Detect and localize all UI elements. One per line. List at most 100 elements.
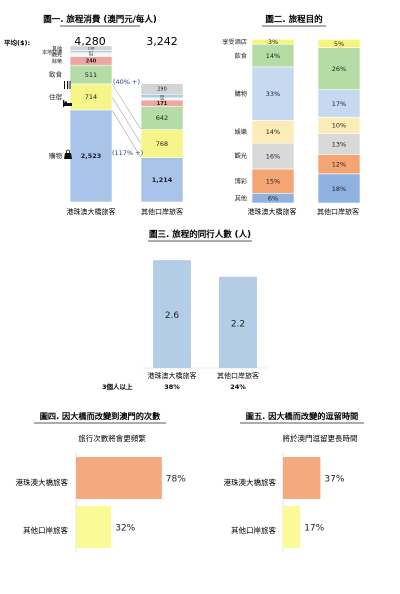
fig1-bar-6-1 bbox=[140, 83, 184, 95]
fig4-category-1: 其他口岸旅客 bbox=[23, 525, 68, 535]
fig1-bar-0-1 bbox=[140, 157, 184, 203]
fig5-bars: 37% 17% bbox=[282, 452, 345, 552]
fig3-row-label: 3個人以上 bbox=[102, 382, 133, 391]
fig4-subtitle: 旅行次數將會更頻繁 bbox=[78, 433, 146, 443]
fig2-bars: 6% 15% 16% 14% 33% 14% 3% 18% 12% 13% 10% 17% 26% 5% bbox=[251, 38, 361, 204]
fig2-bar-2-0 bbox=[251, 142, 295, 170]
fig1-bar-6-0 bbox=[69, 45, 113, 52]
fig2-bar-4-1 bbox=[317, 89, 361, 118]
fig5-value-0: 37% bbox=[324, 475, 344, 485]
fig1-series-label-0: 購物 bbox=[49, 151, 63, 160]
fig1-value-5-1: 99 bbox=[160, 94, 165, 98]
fig2-value-0-1: 18% bbox=[332, 185, 346, 193]
fig1-value-5-0: 57 bbox=[89, 50, 94, 54]
fig2-series-labels: 其他 博彩 觀光 娛樂 購物 飲食 享受酒店 bbox=[222, 38, 248, 202]
fig1-value-3-1: 171 bbox=[157, 101, 168, 107]
fig1-series-label-6: 其他 bbox=[52, 45, 62, 52]
fig1-series-label-5: 本地交通 bbox=[42, 49, 62, 56]
fig1-series-label-1: 住宿 bbox=[49, 92, 63, 101]
fig1-annotation-0: (40% +) bbox=[113, 78, 140, 86]
fig4-category-0: 港珠澳大橋旅客 bbox=[16, 477, 69, 487]
fig2-value-6-0: 3% bbox=[268, 38, 278, 46]
fig2-bar-5-1 bbox=[317, 47, 361, 90]
fig2-series-label-4: 購物 bbox=[235, 90, 247, 98]
fig5-category-1: 其他口岸旅客 bbox=[231, 525, 276, 535]
fig1-connector-1 bbox=[111, 83, 142, 130]
fig1-series-label-4: 觀光 bbox=[52, 52, 62, 59]
fig3-value-0: 2.6 bbox=[165, 311, 180, 321]
fig1-chart: 圖一. 旅程消費 (澳門元/每人) 平均($): 4,280 3,242 2,5… bbox=[4, 14, 184, 216]
fig1-value-3-0: 240 bbox=[86, 59, 97, 65]
fig1-series-label-3: 餘樂 bbox=[52, 58, 62, 65]
fig5-value-1: 17% bbox=[304, 524, 324, 534]
fig2-series-label-0: 其他 bbox=[235, 194, 247, 202]
fig1-category-1: 其他口岸旅客 bbox=[141, 207, 183, 216]
fig1-value-1-1: 768 bbox=[156, 140, 168, 148]
fig5-category-0: 港珠澳大橋旅客 bbox=[224, 477, 277, 487]
fig2-value-3-0: 14% bbox=[266, 128, 280, 136]
fig5-subtitle: 將於澳門逗留更長時間 bbox=[283, 433, 358, 443]
fig1-annotation-1: (117% +) bbox=[112, 149, 143, 157]
bed-icon bbox=[63, 100, 72, 107]
fig2-title: 圖二. 旅程目的 bbox=[265, 14, 323, 25]
fig3-chart: 圖三. 旅程的同行人數 (人) 2.6 2.2 港珠澳大橋旅客 其他口岸旅客 3個… bbox=[102, 229, 267, 391]
fig4-bar-0 bbox=[76, 457, 162, 499]
fig2-value-1-1: 12% bbox=[332, 161, 346, 169]
fig3-row-value-1: 24% bbox=[230, 383, 246, 391]
fig2-value-1-0: 15% bbox=[266, 178, 280, 186]
fig2-value-5-1: 26% bbox=[332, 65, 346, 73]
fig2-series-label-6: 享受酒店 bbox=[222, 38, 247, 46]
fig5-bar-1 bbox=[283, 506, 301, 548]
fig1-value-0-1: 1,214 bbox=[152, 176, 173, 184]
fig1-value-1-0: 714 bbox=[85, 93, 97, 101]
fig5-chart: 圖五. 因大橋而改變的逗留時間 將於澳門逗留更長時間 37% 17% 港珠澳大橋旅… bbox=[224, 411, 364, 552]
fig1-total-0: 4,280 bbox=[74, 35, 106, 48]
fig1-bars: 2,52371451124099571361,21476864217158992… bbox=[69, 45, 184, 203]
fig2-value-5-0: 14% bbox=[266, 52, 280, 60]
fig3-row-value-0: 38% bbox=[164, 383, 180, 391]
fig2-series-label-2: 觀光 bbox=[235, 152, 247, 160]
fig1-value-2-1: 642 bbox=[156, 114, 168, 122]
shopping-bag-icon bbox=[64, 149, 72, 159]
fig1-value-6-1: 290 bbox=[157, 87, 167, 93]
fig1-title: 圖一. 旅程消費 (澳門元/每人) bbox=[43, 14, 157, 25]
fig1-avg-label: 平均($): bbox=[4, 38, 30, 47]
fig1-bar-0-0 bbox=[69, 109, 113, 203]
fig1-total-1: 3,242 bbox=[146, 35, 178, 48]
fig2-bar-0-1 bbox=[317, 173, 361, 204]
fig3-value-1: 2.2 bbox=[231, 319, 245, 329]
fig3-title: 圖三. 旅程的同行人數 (人) bbox=[149, 229, 251, 240]
fig3-category-0: 港珠澳大橋旅客 bbox=[148, 371, 197, 380]
dining-icon bbox=[64, 81, 71, 89]
fig4-value-0: 78% bbox=[166, 475, 186, 485]
fig2-value-2-1: 13% bbox=[332, 140, 346, 148]
fig1-value-4-1: 58 bbox=[160, 97, 165, 101]
fig2-value-2-0: 16% bbox=[266, 152, 280, 160]
fig2-series-label-5: 飲食 bbox=[235, 52, 248, 60]
fig1-connector-2 bbox=[111, 96, 142, 144]
fig2-chart: 圖二. 旅程目的 6% 15% 16% 14% 33% 14% 3% 18% 12% 13% 10%… bbox=[222, 14, 361, 216]
fig2-value-0-0: 6% bbox=[268, 195, 278, 203]
fig2-bar-6-0 bbox=[251, 39, 295, 45]
fig3-bar-1 bbox=[219, 276, 257, 368]
fig4-bar-1 bbox=[76, 506, 112, 548]
fig1-category-0: 港珠澳大橋旅客 bbox=[67, 207, 116, 216]
fig5-bar-0 bbox=[283, 457, 321, 499]
fig2-value-4-1: 17% bbox=[332, 100, 346, 108]
fig3-bars: 2.6 2.2 bbox=[143, 260, 267, 369]
fig2-bar-4-0 bbox=[251, 66, 295, 121]
fig3-bar-0 bbox=[153, 260, 191, 368]
fig3-category-1: 其他口岸旅客 bbox=[217, 371, 259, 380]
fig2-value-6-1: 5% bbox=[334, 40, 344, 48]
fig4-title: 圖四. 因大橋而改變到澳門的次數 bbox=[40, 411, 161, 421]
fig1-connectors bbox=[111, 83, 142, 158]
fig2-category-1: 其他口岸旅客 bbox=[317, 207, 359, 216]
fig1-value-2-0: 511 bbox=[85, 71, 97, 79]
fig1-connector-0 bbox=[111, 109, 142, 158]
fig2-value-3-1: 10% bbox=[332, 122, 346, 130]
fig1-bar-1-1 bbox=[140, 129, 184, 158]
fig4-value-1: 32% bbox=[115, 524, 135, 534]
fig1-value-4-0: 99 bbox=[89, 53, 94, 57]
